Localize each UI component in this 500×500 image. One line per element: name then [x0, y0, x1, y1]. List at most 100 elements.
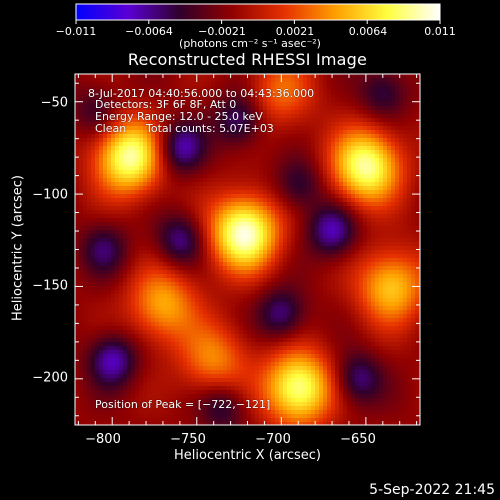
heatmap-pixel — [363, 174, 367, 178]
heatmap-pixel — [159, 274, 163, 278]
heatmap-pixel — [207, 234, 211, 238]
heatmap-pixel — [235, 186, 239, 190]
heatmap-pixel — [251, 194, 255, 198]
heatmap-pixel — [215, 186, 219, 190]
heatmap-pixel — [307, 86, 311, 90]
colorbar-tick-label: −0.0021 — [198, 25, 246, 38]
heatmap-pixel — [355, 194, 359, 198]
heatmap-pixel — [275, 166, 279, 170]
heatmap-pixel — [99, 118, 103, 122]
heatmap-pixel — [227, 250, 231, 254]
heatmap-pixel — [87, 230, 91, 234]
heatmap-pixel — [363, 134, 367, 138]
heatmap-pixel — [299, 162, 303, 166]
heatmap-pixel — [99, 206, 103, 210]
heatmap-pixel — [99, 146, 103, 150]
heatmap-pixel — [295, 206, 299, 210]
heatmap-pixel — [227, 186, 231, 190]
heatmap-pixel — [75, 250, 79, 254]
heatmap-pixel — [199, 282, 203, 286]
heatmap-pixel — [219, 162, 223, 166]
heatmap-pixel — [299, 190, 303, 194]
heatmap-pixel — [191, 138, 195, 142]
heatmap-pixel — [119, 254, 123, 258]
heatmap-pixel — [323, 170, 327, 174]
heatmap-pixel — [151, 86, 155, 90]
heatmap-pixel — [143, 246, 147, 250]
heatmap-pixel — [215, 122, 219, 126]
heatmap-pixel — [147, 202, 151, 206]
heatmap-pixel — [367, 274, 371, 278]
heatmap-pixel — [391, 86, 395, 90]
heatmap-pixel — [323, 270, 327, 274]
heatmap-pixel — [243, 274, 247, 278]
heatmap-pixel — [371, 218, 375, 222]
heatmap-pixel — [411, 142, 415, 146]
heatmap-pixel — [339, 282, 343, 286]
heatmap-pixel — [379, 230, 383, 234]
heatmap-pixel — [307, 142, 311, 146]
heatmap-pixel — [367, 138, 371, 142]
heatmap-pixel — [411, 258, 415, 262]
heatmap-pixel — [235, 206, 239, 210]
heatmap-pixel — [147, 158, 151, 162]
heatmap-pixel — [163, 86, 167, 90]
heatmap-pixel — [107, 134, 111, 138]
heatmap-pixel — [299, 238, 303, 242]
heatmap-pixel — [99, 230, 103, 234]
heatmap-pixel — [183, 178, 187, 182]
heatmap-pixel — [299, 146, 303, 150]
heatmap-pixel — [379, 106, 383, 110]
heatmap-pixel — [375, 98, 379, 102]
heatmap-pixel — [119, 202, 123, 206]
heatmap-pixel — [139, 198, 143, 202]
heatmap-pixel — [195, 90, 199, 94]
heatmap-pixel — [335, 222, 339, 226]
heatmap-pixel — [211, 234, 215, 238]
heatmap-pixel — [203, 278, 207, 282]
heatmap-pixel — [215, 94, 219, 98]
heatmap-pixel — [199, 146, 203, 150]
heatmap-pixel — [215, 114, 219, 118]
heatmap-pixel — [311, 146, 315, 150]
heatmap-pixel — [207, 270, 211, 274]
heatmap-pixel — [75, 254, 79, 258]
heatmap-pixel — [339, 166, 343, 170]
heatmap-pixel — [199, 162, 203, 166]
heatmap-pixel — [123, 158, 127, 162]
heatmap-pixel — [307, 234, 311, 238]
heatmap-pixel — [319, 238, 323, 242]
heatmap-pixel — [275, 94, 279, 98]
heatmap-pixel — [271, 138, 275, 142]
heatmap-pixel — [187, 298, 191, 302]
heatmap-pixel — [231, 246, 235, 250]
heatmap-pixel — [327, 82, 331, 86]
heatmap-pixel — [223, 198, 227, 202]
heatmap-pixel — [219, 146, 223, 150]
heatmap-pixel — [231, 254, 235, 258]
heatmap-pixel — [291, 298, 295, 302]
heatmap-pixel — [323, 194, 327, 198]
heatmap-pixel — [83, 194, 87, 198]
heatmap-pixel — [183, 186, 187, 190]
heatmap-pixel — [239, 142, 243, 146]
heatmap-pixel — [303, 162, 307, 166]
heatmap-pixel — [167, 210, 171, 214]
heatmap-pixel — [115, 134, 119, 138]
heatmap-pixel — [271, 82, 275, 86]
heatmap-pixel — [235, 222, 239, 226]
heatmap-pixel — [151, 194, 155, 198]
heatmap-pixel — [367, 178, 371, 182]
heatmap-pixel — [291, 258, 295, 262]
heatmap-pixel — [347, 162, 351, 166]
heatmap-pixel — [151, 74, 155, 78]
heatmap-pixel — [383, 166, 387, 170]
heatmap-pixel — [179, 194, 183, 198]
heatmap-pixel — [371, 166, 375, 170]
heatmap-pixel — [263, 130, 267, 134]
heatmap-pixel — [355, 298, 359, 302]
heatmap-pixel — [195, 242, 199, 246]
heatmap-pixel — [143, 282, 147, 286]
heatmap-pixel — [395, 122, 399, 126]
heatmap-pixel — [163, 246, 167, 250]
